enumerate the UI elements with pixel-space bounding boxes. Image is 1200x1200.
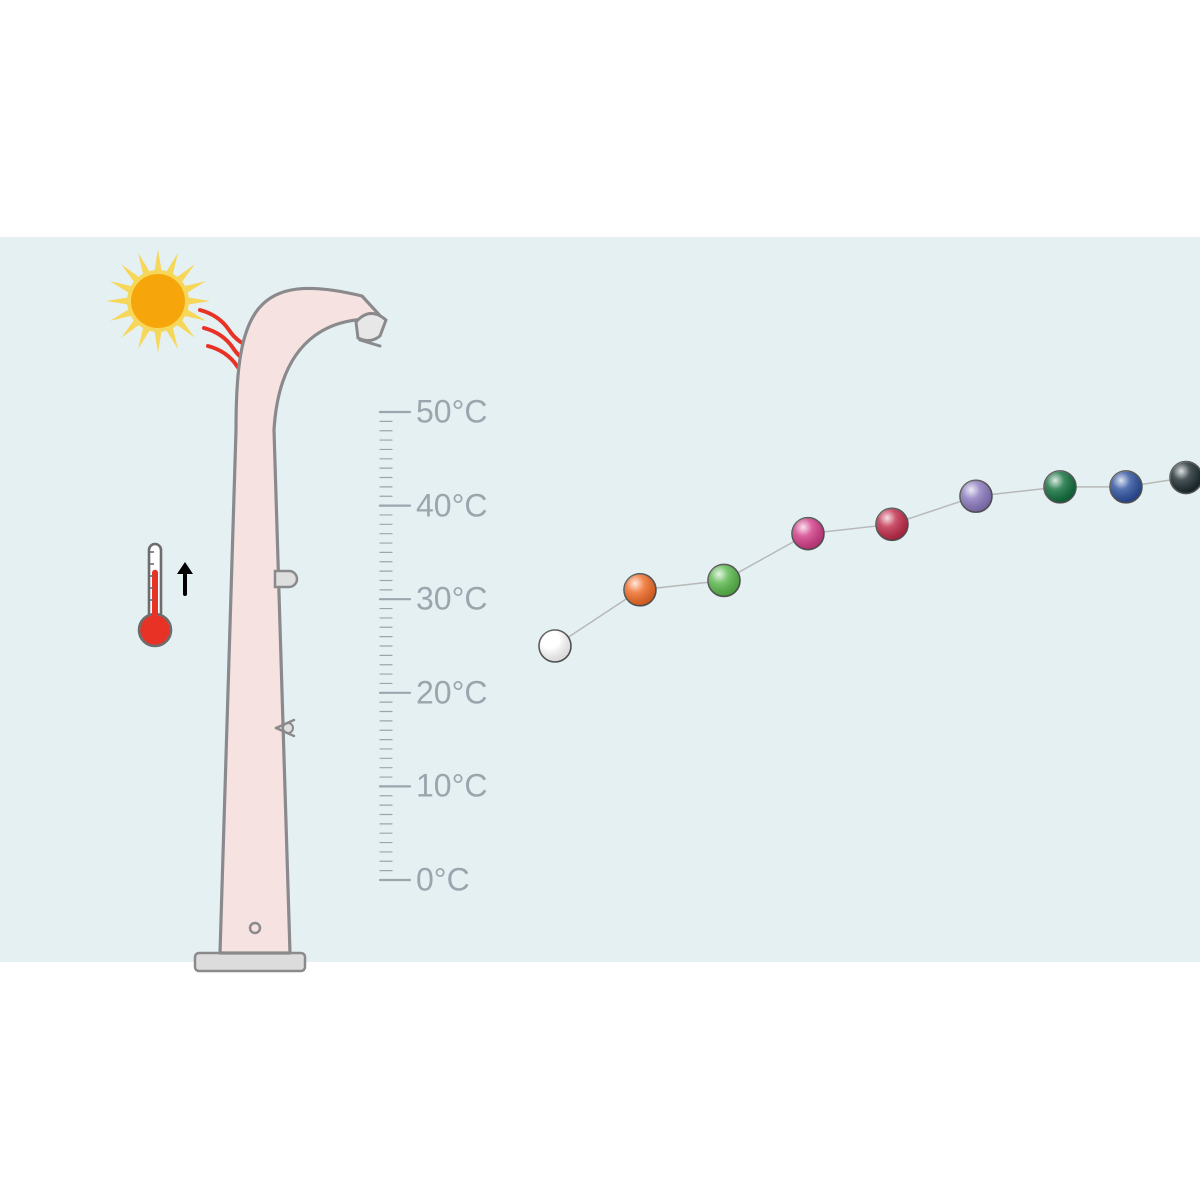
data-point xyxy=(708,564,740,596)
data-point xyxy=(792,518,824,550)
temperature-series xyxy=(539,462,1200,662)
figure-root: 0°C 10°C 20°C 30°C 40°C 50°C xyxy=(0,0,1200,1200)
axis-tick-label: 50°C xyxy=(416,394,488,431)
axis-tick-label: 20°C xyxy=(416,674,488,711)
data-point xyxy=(960,480,992,512)
temperature-axis xyxy=(380,412,410,880)
data-point xyxy=(876,508,908,540)
solar-shower xyxy=(195,288,386,971)
axis-tick-label: 40°C xyxy=(416,487,488,524)
axis-tick-label: 0°C xyxy=(416,862,470,899)
diagram-svg xyxy=(0,0,1200,1200)
data-point xyxy=(624,574,656,606)
data-point xyxy=(1170,462,1200,494)
data-point xyxy=(1044,471,1076,503)
sun-icon xyxy=(106,249,210,353)
data-point xyxy=(1110,471,1142,503)
axis-tick-label: 30°C xyxy=(416,581,488,618)
axis-tick-label: 10°C xyxy=(416,768,488,805)
data-point xyxy=(539,630,571,662)
thermometer-icon xyxy=(139,544,193,646)
